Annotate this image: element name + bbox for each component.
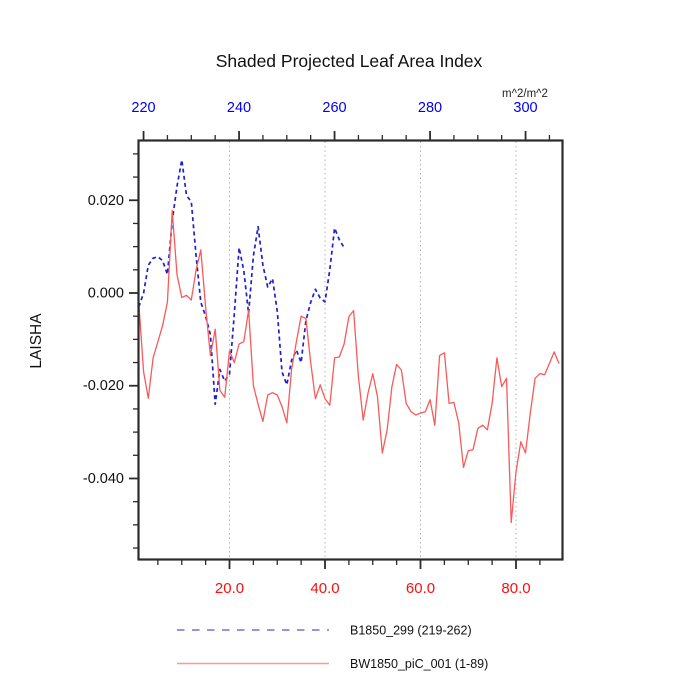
left-tick-label-m0040: -0.040: [83, 471, 124, 487]
plot-frame: [137, 139, 564, 561]
legend-lines: [177, 629, 329, 665]
legend-label-bw1850: BW1850_piC_001 (1-89): [350, 657, 488, 671]
bottom-tick-label-80: 80.0: [501, 580, 530, 597]
bottom-tick-label-40: 40.0: [310, 580, 339, 597]
left-tick-label-0020: 0.020: [88, 193, 124, 209]
bottom-tick-label-20: 20.0: [215, 580, 244, 597]
series-lines: [137, 159, 560, 524]
top-tick-label-260: 260: [322, 100, 346, 116]
y-axis-title: LAISHA: [28, 313, 45, 369]
bottom-tick-label-60: 60.0: [406, 580, 435, 597]
series-line-0: [137, 159, 345, 406]
x-gridlines: [229, 141, 517, 559]
axis-ticks: [129, 131, 551, 569]
legend-label-b1850: B1850_299 (219-262): [350, 624, 472, 638]
left-tick-label-0000: 0.000: [88, 286, 124, 302]
top-tick-label-240: 240: [227, 100, 251, 116]
series-line-1: [138, 209, 560, 524]
top-tick-label-300: 300: [513, 100, 537, 116]
top-tick-label-220: 220: [131, 100, 155, 116]
left-tick-label-m0020: -0.020: [83, 378, 124, 394]
chart-title: Shaded Projected Leaf Area Index: [216, 51, 483, 71]
top-axis-unit-label: m^2/m^2: [502, 88, 548, 100]
top-tick-label-280: 280: [418, 100, 442, 116]
